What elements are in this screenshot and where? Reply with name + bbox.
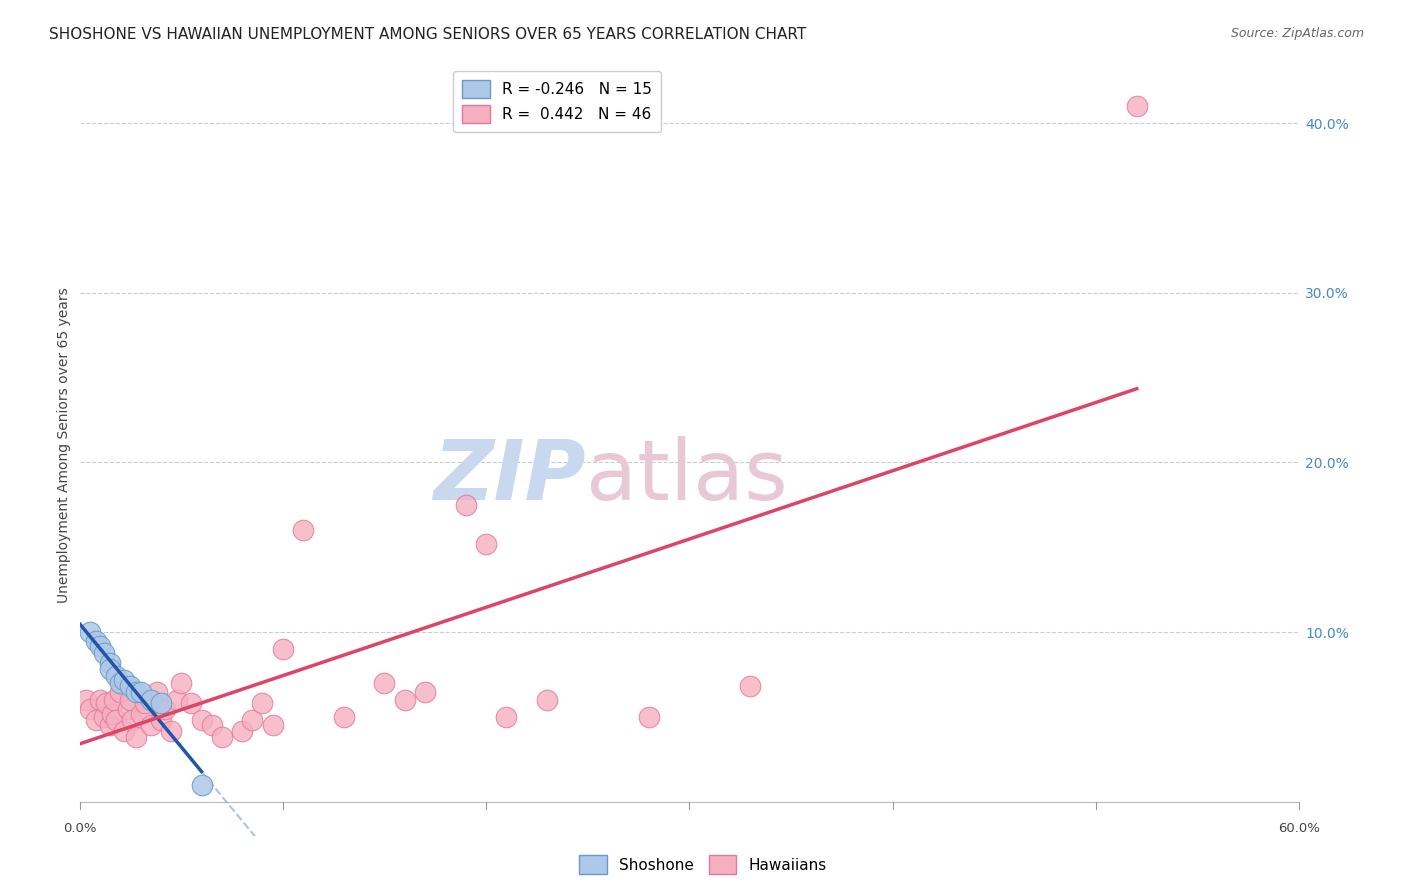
Point: [125, 731, 148, 745]
Text: 60.0%: 60.0%: [1278, 822, 1320, 835]
Point: [89, 639, 111, 653]
Point: [637, 710, 659, 724]
Point: [75, 693, 97, 707]
Point: [153, 701, 176, 715]
Point: [93, 710, 115, 724]
Point: [129, 684, 152, 698]
Point: [108, 676, 131, 690]
Point: [129, 706, 152, 721]
Y-axis label: Unemployment Among Seniors over 65 years: Unemployment Among Seniors over 65 years: [58, 287, 72, 603]
Point: [79, 625, 101, 640]
Point: [84, 714, 107, 728]
Point: [146, 684, 169, 698]
Text: atlas: atlas: [586, 436, 787, 517]
Point: [454, 498, 477, 512]
Point: [125, 684, 148, 698]
Point: [105, 669, 128, 683]
Point: [211, 731, 233, 745]
Point: [120, 693, 142, 707]
Point: [201, 718, 224, 732]
Point: [103, 693, 125, 707]
Point: [740, 680, 762, 694]
Text: ZIP: ZIP: [433, 436, 586, 517]
Point: [170, 676, 193, 690]
Point: [475, 537, 498, 551]
Text: 0.0%: 0.0%: [63, 822, 96, 835]
Text: SHOSHONE VS HAWAIIAN UNEMPLOYMENT AMONG SENIORS OVER 65 YEARS CORRELATION CHART: SHOSHONE VS HAWAIIAN UNEMPLOYMENT AMONG …: [49, 27, 807, 42]
Point: [536, 693, 558, 707]
Point: [134, 697, 156, 711]
Point: [94, 697, 117, 711]
Point: [93, 646, 115, 660]
Point: [98, 656, 121, 670]
Point: [139, 693, 162, 707]
Point: [139, 718, 162, 732]
Point: [166, 693, 188, 707]
Point: [413, 684, 436, 698]
Point: [292, 524, 315, 538]
Point: [89, 693, 111, 707]
Point: [262, 718, 284, 732]
Point: [117, 701, 139, 715]
Point: [84, 633, 107, 648]
Point: [240, 714, 263, 728]
Point: [79, 701, 101, 715]
Point: [120, 680, 142, 694]
Point: [190, 714, 212, 728]
Legend: Shoshone, Hawaiians: Shoshone, Hawaiians: [574, 849, 832, 880]
Text: Source: ZipAtlas.com: Source: ZipAtlas.com: [1230, 27, 1364, 40]
Point: [108, 684, 131, 698]
Point: [252, 697, 274, 711]
Point: [121, 714, 143, 728]
Point: [180, 697, 202, 711]
Point: [190, 778, 212, 792]
Point: [105, 714, 128, 728]
Point: [495, 710, 517, 724]
Point: [112, 673, 135, 687]
Point: [333, 710, 356, 724]
Point: [98, 663, 121, 677]
Point: [394, 693, 416, 707]
Legend: R = -0.246   N = 15, R =  0.442   N = 46: R = -0.246 N = 15, R = 0.442 N = 46: [453, 70, 661, 132]
Point: [373, 676, 395, 690]
Point: [160, 723, 183, 738]
Point: [231, 723, 253, 738]
Point: [1125, 99, 1147, 113]
Point: [98, 718, 121, 732]
Point: [101, 706, 124, 721]
Point: [149, 714, 172, 728]
Point: [271, 642, 294, 657]
Point: [112, 723, 135, 738]
Point: [149, 697, 172, 711]
